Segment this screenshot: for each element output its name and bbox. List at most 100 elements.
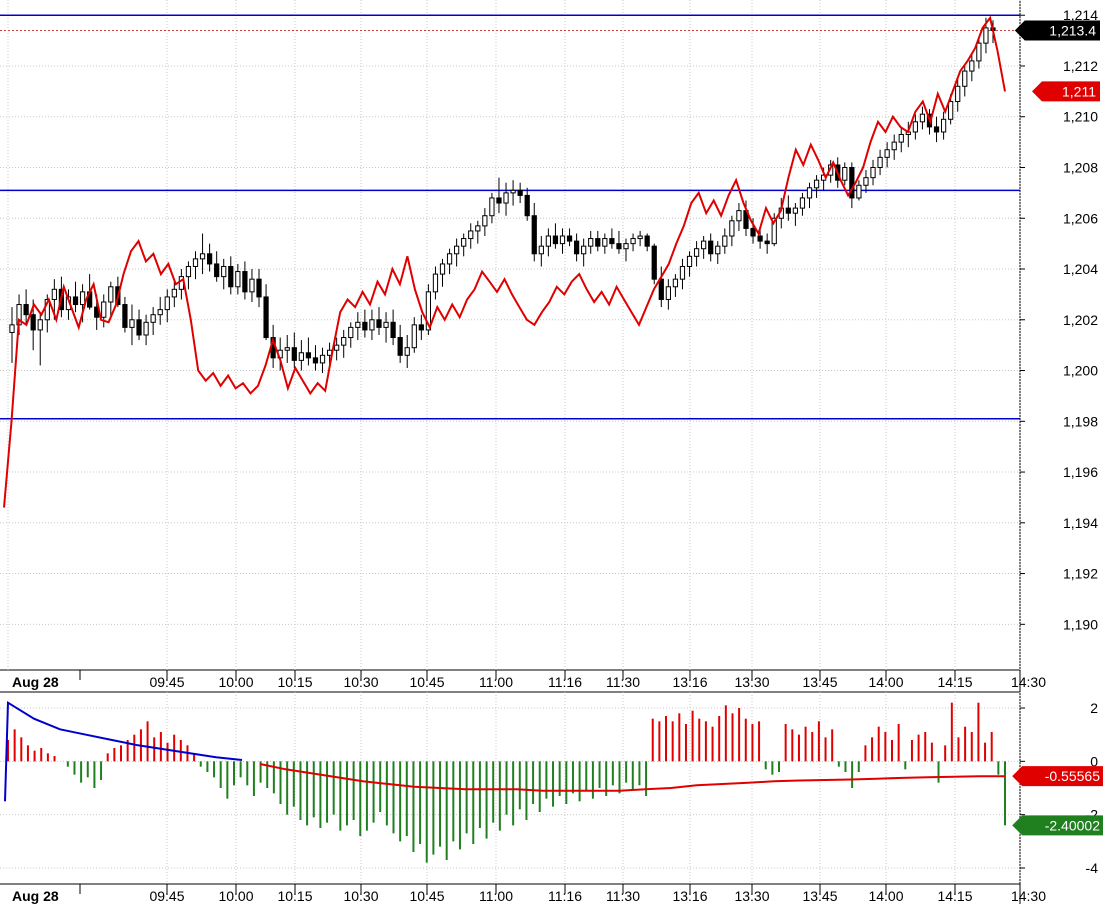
- candle-body: [799, 197, 806, 209]
- price-badge-label: 1,211: [1062, 83, 1096, 99]
- candle-body: [44, 298, 50, 321]
- time-tick-label: 13:16: [672, 674, 707, 690]
- candle-body: [736, 210, 742, 222]
- price-tick-label: 1,208: [1063, 160, 1098, 176]
- price-tick-label: 1,210: [1063, 109, 1098, 125]
- osc-tick-label: 0: [1090, 753, 1098, 769]
- time-tick-label: 14:15: [937, 888, 972, 904]
- osc-badge: [1012, 815, 1103, 836]
- time-tick-label: 10:30: [343, 888, 378, 904]
- candle-body: [404, 347, 410, 356]
- candle-body: [242, 271, 248, 293]
- candle-body: [842, 167, 848, 181]
- candle-body: [764, 240, 770, 245]
- time-tick-label: 11:16: [548, 888, 582, 904]
- candle-body: [602, 238, 608, 247]
- time-tick-label: 10:30: [343, 674, 378, 690]
- candle-body: [461, 238, 467, 247]
- price-tick-label: 1,202: [1063, 312, 1098, 328]
- candle-body: [228, 265, 234, 288]
- price-tick-label: 1,190: [1063, 616, 1098, 632]
- price-tick-label: 1,192: [1063, 566, 1098, 582]
- osc-badge-label: -2.40002: [1045, 817, 1100, 833]
- candle-body: [23, 304, 29, 316]
- candle-body: [37, 319, 43, 331]
- candle-body: [362, 321, 368, 331]
- candle-body: [792, 207, 799, 214]
- time-tick-label: 10:00: [218, 888, 253, 904]
- oscillator-average-line: [259, 763, 1005, 792]
- candle-body: [524, 194, 530, 217]
- candle-body: [983, 27, 989, 44]
- candle-body: [651, 245, 657, 280]
- oscillator-axis: 20-2-4-0.55565-2.40002: [1012, 700, 1103, 876]
- candle-body: [150, 314, 156, 323]
- candle-body: [305, 352, 312, 359]
- candle-body: [418, 324, 424, 331]
- candle-body: [397, 337, 403, 356]
- candle-body: [390, 321, 396, 339]
- candle-body: [891, 141, 897, 151]
- candle-body: [503, 192, 509, 204]
- candle-body: [482, 215, 488, 227]
- candle-body: [454, 245, 460, 255]
- time-tick-label: 11:30: [606, 888, 640, 904]
- candle-body: [348, 326, 354, 339]
- candle-body: [108, 286, 114, 303]
- candle-body: [214, 263, 220, 278]
- candle-body: [101, 301, 107, 318]
- price-tick-label: 1,204: [1063, 261, 1098, 277]
- candle-body: [559, 235, 566, 245]
- candle-body: [566, 235, 573, 242]
- candle-body: [658, 278, 664, 300]
- candle-body: [291, 347, 297, 361]
- time-tick-label: 10:45: [409, 888, 444, 904]
- candle-body: [298, 352, 304, 361]
- candle-body: [919, 113, 926, 123]
- candle-body: [235, 271, 241, 288]
- price-panel: [0, 0, 1021, 904]
- candle-body: [538, 245, 544, 255]
- candle-body: [383, 321, 389, 328]
- candle-body: [877, 156, 883, 168]
- candle-body: [898, 134, 904, 143]
- time-axis-bottom: Aug 28 09:45 10:00 10:15 10:30 10:45 11:00 11:1…: [12, 884, 1046, 904]
- osc-badge-label: -0.55565: [1045, 768, 1100, 784]
- candle-body: [425, 291, 432, 331]
- time-tick-label: 14:30: [1011, 888, 1046, 904]
- candle-body: [432, 273, 439, 293]
- candle-body: [623, 243, 629, 250]
- candle-body: [517, 189, 523, 196]
- candle-body: [679, 265, 686, 280]
- candle-body: [206, 253, 213, 265]
- candle-body: [355, 321, 361, 328]
- candle-body: [249, 278, 255, 293]
- candle-body: [609, 238, 615, 245]
- candle-body: [729, 220, 735, 237]
- time-tick-label: 14:30: [1011, 674, 1046, 690]
- candle-body: [51, 288, 57, 300]
- price-tick-label: 1,214: [1063, 7, 1098, 23]
- candle-body: [446, 253, 453, 265]
- candle-body: [644, 235, 650, 247]
- candle-body: [312, 357, 319, 364]
- candle-body: [849, 167, 855, 199]
- price-badge-label: 1,213.4: [1049, 22, 1096, 38]
- date-label: Aug 28: [12, 674, 59, 690]
- time-tick-label: 10:45: [409, 674, 444, 690]
- candle-body: [708, 240, 714, 255]
- time-tick-label: 09:45: [149, 888, 184, 904]
- candle-body: [341, 337, 347, 346]
- candle-body: [806, 187, 813, 199]
- candle-body: [496, 197, 502, 204]
- candle-body: [672, 278, 679, 288]
- candle-body: [284, 347, 290, 351]
- time-tick-label: 11:00: [479, 674, 513, 690]
- candle-body: [722, 235, 728, 247]
- candle-body: [185, 265, 192, 278]
- candle-body: [545, 235, 551, 247]
- time-tick-label: 11:00: [479, 888, 513, 904]
- candle-body: [588, 238, 594, 247]
- candle-body: [199, 253, 206, 260]
- candle-body: [616, 243, 622, 250]
